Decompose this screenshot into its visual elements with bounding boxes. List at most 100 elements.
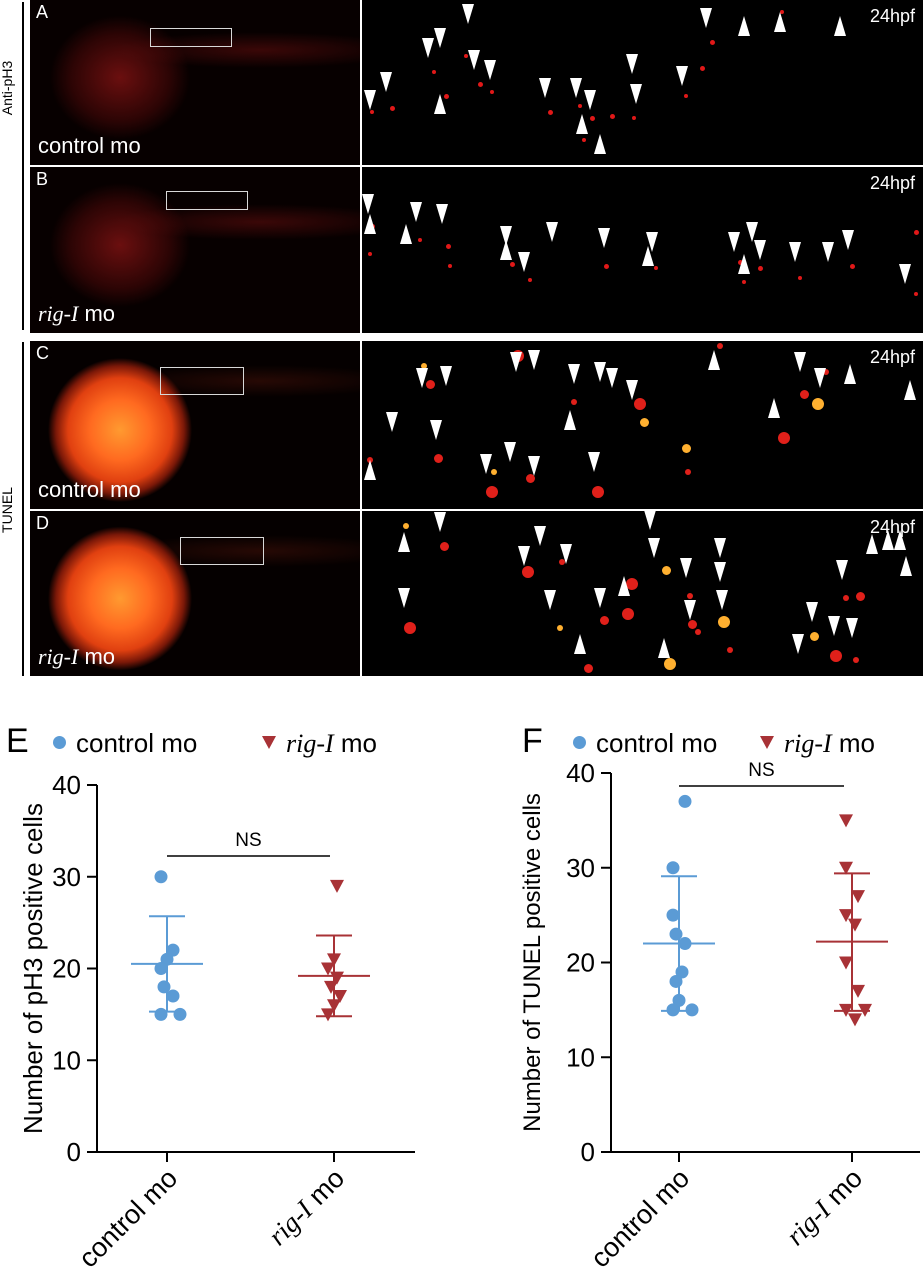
data-point [675, 965, 689, 979]
arrowhead-up-icon [658, 638, 670, 658]
arrowhead-up-icon [364, 214, 376, 234]
stained-cell [812, 398, 824, 410]
panel-letter-c: C [36, 343, 49, 363]
data-point [858, 1003, 872, 1017]
y-tick-label: 20 [52, 954, 81, 984]
arrowhead-up-icon [866, 534, 878, 554]
stained-cell [699, 65, 705, 71]
legend-triangle-icon [760, 735, 774, 749]
stained-cell [757, 265, 763, 271]
stained-cell [709, 39, 715, 45]
data-point [839, 861, 853, 875]
anti-ph3-side-label: Anti-pH3 [0, 60, 15, 116]
data-point [839, 909, 853, 923]
arrowhead-down-icon [626, 380, 638, 400]
stained-cell [853, 657, 859, 663]
arrowhead-down-icon [484, 60, 496, 80]
condition-label: rig-I mo [38, 301, 115, 327]
stained-cell [403, 523, 409, 529]
arrowhead-up-icon [904, 380, 916, 400]
arrowhead-down-icon [398, 588, 410, 608]
arrowhead-down-icon [528, 456, 540, 476]
zoom-panel-b: 24hpf [362, 167, 923, 333]
data-point [160, 952, 174, 966]
data-point [678, 937, 692, 951]
data-point [685, 1003, 699, 1017]
arrowhead-down-icon [416, 368, 428, 388]
stained-cell [695, 629, 701, 635]
panel-letter-a: A [36, 2, 49, 22]
stained-cell [799, 389, 809, 399]
x-tick-label: control mo [73, 1163, 183, 1273]
x-tick-label: control mo [585, 1163, 695, 1273]
condition-text: control mo [38, 477, 141, 502]
arrowhead-up-icon [434, 94, 446, 114]
arrowhead-down-icon [560, 544, 572, 564]
data-point [330, 879, 344, 893]
zoom-region-box [160, 367, 244, 395]
data-point [154, 870, 168, 884]
stained-cell [809, 631, 819, 641]
chart-f-legend-control: control mo [573, 728, 717, 759]
arrowhead-down-icon [362, 194, 374, 214]
arrowhead-down-icon [789, 242, 801, 262]
arrowhead-down-icon [570, 78, 582, 98]
arrowhead-up-icon [708, 350, 720, 370]
stained-cell [634, 398, 646, 410]
arrowhead-up-icon [768, 398, 780, 418]
y-tick-label: 30 [52, 862, 81, 892]
zoom-region-box [180, 537, 264, 565]
arrowhead-down-icon [714, 538, 726, 558]
zoom-panel-d: 24hpf [362, 511, 923, 676]
arrowhead-down-icon [606, 368, 618, 388]
stained-cell [913, 229, 919, 235]
panel-letter-b: B [36, 169, 49, 189]
arrowhead-down-icon [380, 72, 392, 92]
stained-cell [843, 595, 849, 601]
stained-cell [823, 369, 829, 375]
condition-label: rig-I mo [38, 644, 115, 670]
data-point [327, 999, 341, 1013]
stained-cell [684, 94, 688, 98]
arrowhead-down-icon [846, 618, 858, 638]
stained-cell [592, 486, 604, 498]
data-point [330, 971, 344, 985]
arrowhead-up-icon [834, 16, 846, 36]
stained-cell [491, 469, 497, 475]
arrowhead-down-icon [794, 352, 806, 372]
chart-e-legend-control: control mo [53, 728, 197, 759]
arrowhead-down-icon [680, 558, 692, 578]
arrowhead-down-icon [462, 4, 474, 24]
timepoint-label: 24hpf [869, 347, 915, 367]
stained-cell [486, 486, 498, 498]
stained-cell [578, 104, 582, 108]
arrowhead-up-icon [900, 556, 912, 576]
arrowhead-down-icon [822, 242, 834, 262]
stained-cell [582, 138, 586, 142]
stained-cell [557, 625, 563, 631]
data-point [669, 974, 683, 988]
arrowhead-down-icon [518, 546, 530, 566]
gene-name: rig-I [38, 301, 79, 326]
arrowhead-down-icon [434, 28, 446, 48]
stained-cell [681, 443, 691, 453]
arrowhead-up-icon [642, 246, 654, 266]
anti-ph3-bracket [22, 2, 24, 330]
arrowhead-down-icon [504, 442, 516, 462]
data-point [154, 1007, 168, 1021]
gene-name: rig-I [38, 644, 79, 669]
stained-cell [661, 565, 671, 575]
data-point [666, 1003, 680, 1017]
stained-cell [522, 566, 534, 578]
arrowhead-down-icon [806, 602, 818, 622]
panel-letter-d: D [36, 513, 49, 533]
x-tick-label: rig-I mo [262, 1163, 350, 1251]
data-point [851, 890, 865, 904]
stained-cell [599, 615, 609, 625]
condition-suffix: mo [78, 644, 116, 669]
data-point [154, 962, 168, 975]
arrowhead-down-icon [422, 38, 434, 58]
arrowhead-down-icon [626, 54, 638, 74]
arrowhead-down-icon [728, 232, 740, 252]
arrowhead-down-icon [716, 590, 728, 610]
